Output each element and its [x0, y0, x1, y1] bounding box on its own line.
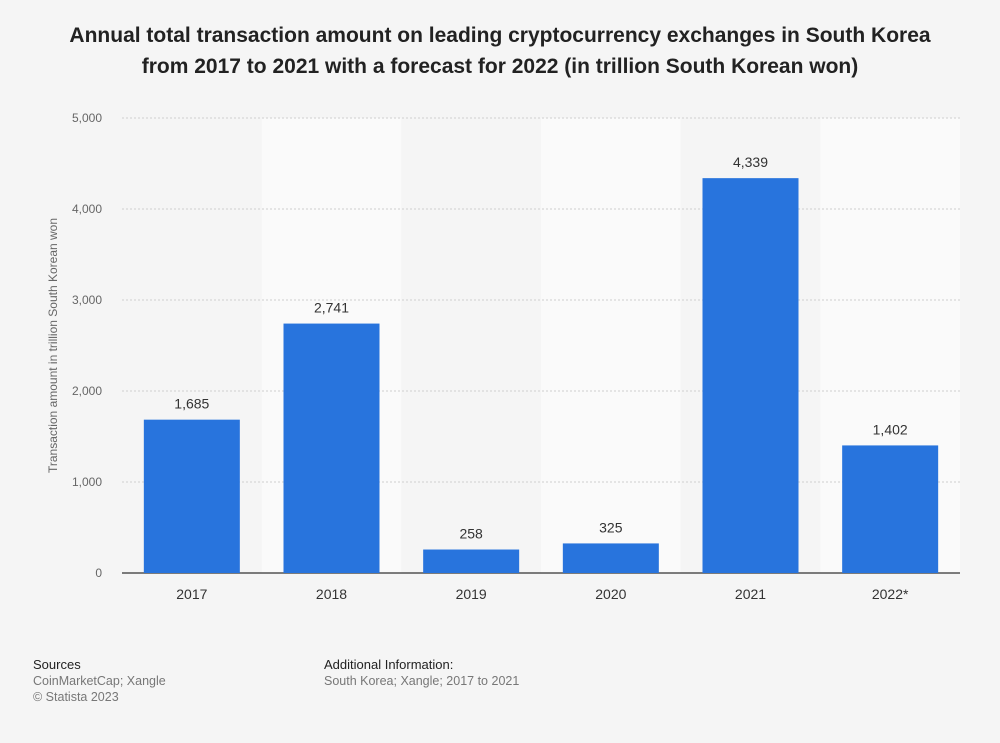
- data-label-2019: 258: [459, 526, 483, 542]
- additional-info-block: Additional Information: South Korea; Xan…: [324, 657, 519, 689]
- y-tick-label-4: 4,000: [72, 202, 102, 216]
- y-tick-label-3: 3,000: [72, 293, 102, 307]
- bar-2018: [283, 323, 380, 573]
- y-tick-label-1: 1,000: [72, 475, 102, 489]
- data-label-2022*: 1,402: [873, 421, 908, 437]
- x-tick-label-2022*: 2022*: [872, 586, 909, 602]
- data-label-2018: 2,741: [314, 300, 349, 316]
- x-tick-label-2019: 2019: [456, 586, 487, 602]
- column-band-3: [541, 118, 681, 573]
- bar-2017: [143, 419, 240, 573]
- sources-title: Sources: [33, 657, 81, 672]
- sources-line-2: © Statista 2023: [33, 690, 119, 704]
- bar-2019: [423, 549, 520, 573]
- sources-line-1: CoinMarketCap; Xangle: [33, 674, 166, 688]
- bar-2020: [562, 543, 659, 573]
- additional-info-title: Additional Information:: [324, 657, 454, 672]
- additional-info-line-1: South Korea; Xangle; 2017 to 2021: [324, 674, 520, 688]
- bar-2021: [702, 178, 799, 573]
- sources-block: Sources CoinMarketCap; Xangle © Statista…: [33, 657, 166, 705]
- x-tick-label-2020: 2020: [595, 586, 626, 602]
- data-label-2021: 4,339: [733, 154, 768, 170]
- data-label-2017: 1,685: [174, 396, 209, 412]
- y-tick-label-5: 5,000: [72, 111, 102, 125]
- y-tick-label-2: 2,000: [72, 384, 102, 398]
- chart-title: Annual total transaction amount on leadi…: [69, 24, 931, 78]
- x-tick-label-2021: 2021: [735, 586, 766, 602]
- bar-2022*: [842, 445, 939, 573]
- data-label-2020: 325: [599, 519, 623, 535]
- x-tick-label-2017: 2017: [176, 586, 207, 602]
- y-tick-label-0: 0: [95, 566, 102, 580]
- x-tick-label-2018: 2018: [316, 586, 347, 602]
- y-axis-label: Transaction amount in trillion South Kor…: [46, 218, 60, 473]
